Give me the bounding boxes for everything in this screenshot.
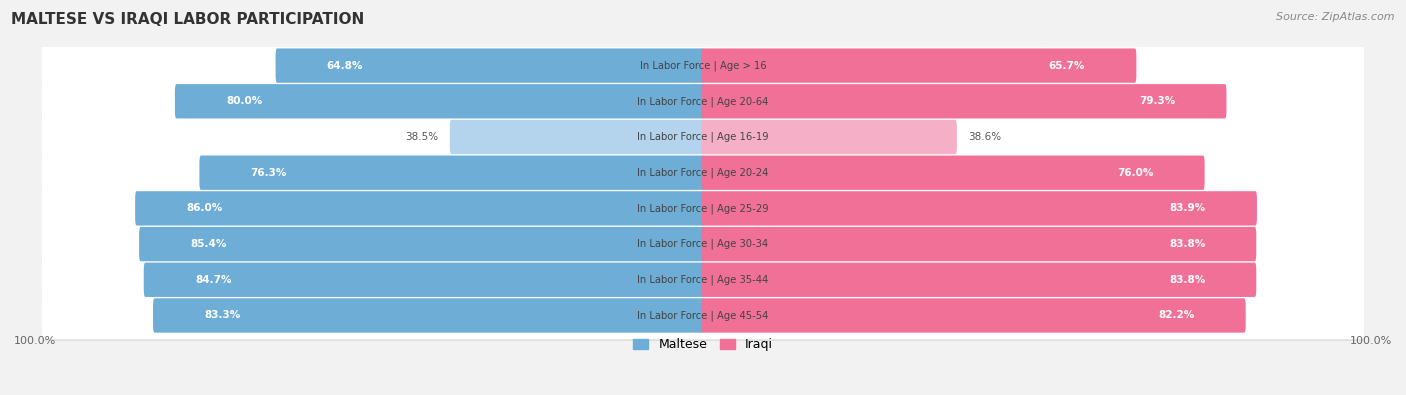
FancyBboxPatch shape bbox=[139, 227, 704, 261]
Text: In Labor Force | Age 20-64: In Labor Force | Age 20-64 bbox=[637, 96, 769, 107]
FancyBboxPatch shape bbox=[702, 191, 1257, 226]
Text: 83.3%: 83.3% bbox=[204, 310, 240, 320]
Text: In Labor Force | Age 45-54: In Labor Force | Age 45-54 bbox=[637, 310, 769, 321]
FancyBboxPatch shape bbox=[450, 120, 704, 154]
FancyBboxPatch shape bbox=[702, 120, 957, 154]
Text: In Labor Force | Age 20-24: In Labor Force | Age 20-24 bbox=[637, 167, 769, 178]
FancyBboxPatch shape bbox=[174, 84, 704, 118]
Text: 76.0%: 76.0% bbox=[1118, 168, 1153, 178]
Text: In Labor Force | Age 16-19: In Labor Force | Age 16-19 bbox=[637, 132, 769, 142]
FancyBboxPatch shape bbox=[42, 115, 1364, 163]
Text: 84.7%: 84.7% bbox=[195, 275, 232, 285]
Text: 38.5%: 38.5% bbox=[405, 132, 439, 142]
Text: 80.0%: 80.0% bbox=[226, 96, 263, 106]
FancyBboxPatch shape bbox=[42, 184, 1364, 232]
FancyBboxPatch shape bbox=[276, 49, 704, 83]
Text: 83.8%: 83.8% bbox=[1168, 275, 1205, 285]
FancyBboxPatch shape bbox=[42, 42, 1364, 89]
FancyBboxPatch shape bbox=[702, 263, 1257, 297]
FancyBboxPatch shape bbox=[42, 77, 1364, 125]
Text: 100.0%: 100.0% bbox=[1350, 336, 1392, 346]
Text: 64.8%: 64.8% bbox=[326, 60, 363, 71]
Text: 100.0%: 100.0% bbox=[14, 336, 56, 346]
Text: 83.8%: 83.8% bbox=[1168, 239, 1205, 249]
Text: 79.3%: 79.3% bbox=[1139, 96, 1175, 106]
FancyBboxPatch shape bbox=[702, 298, 1246, 333]
Text: 38.6%: 38.6% bbox=[969, 132, 1001, 142]
FancyBboxPatch shape bbox=[42, 292, 1364, 339]
FancyBboxPatch shape bbox=[42, 43, 1364, 91]
Text: 82.2%: 82.2% bbox=[1159, 310, 1195, 320]
FancyBboxPatch shape bbox=[702, 49, 1136, 83]
Text: 76.3%: 76.3% bbox=[250, 168, 287, 178]
Text: 65.7%: 65.7% bbox=[1049, 60, 1085, 71]
FancyBboxPatch shape bbox=[42, 151, 1364, 198]
FancyBboxPatch shape bbox=[702, 156, 1205, 190]
Text: In Labor Force | Age > 16: In Labor Force | Age > 16 bbox=[640, 60, 766, 71]
Text: In Labor Force | Age 25-29: In Labor Force | Age 25-29 bbox=[637, 203, 769, 214]
FancyBboxPatch shape bbox=[42, 220, 1364, 268]
FancyBboxPatch shape bbox=[153, 298, 704, 333]
FancyBboxPatch shape bbox=[42, 79, 1364, 127]
Text: 85.4%: 85.4% bbox=[190, 239, 226, 249]
Text: In Labor Force | Age 35-44: In Labor Force | Age 35-44 bbox=[637, 275, 769, 285]
FancyBboxPatch shape bbox=[42, 149, 1364, 196]
FancyBboxPatch shape bbox=[42, 222, 1364, 270]
FancyBboxPatch shape bbox=[143, 263, 704, 297]
FancyBboxPatch shape bbox=[702, 84, 1226, 118]
FancyBboxPatch shape bbox=[42, 293, 1364, 341]
FancyBboxPatch shape bbox=[42, 256, 1364, 303]
FancyBboxPatch shape bbox=[42, 186, 1364, 234]
FancyBboxPatch shape bbox=[42, 258, 1364, 305]
FancyBboxPatch shape bbox=[42, 113, 1364, 161]
FancyBboxPatch shape bbox=[702, 227, 1257, 261]
FancyBboxPatch shape bbox=[135, 191, 704, 226]
Text: 86.0%: 86.0% bbox=[186, 203, 222, 213]
Text: Source: ZipAtlas.com: Source: ZipAtlas.com bbox=[1277, 12, 1395, 22]
Text: 83.9%: 83.9% bbox=[1170, 203, 1206, 213]
Legend: Maltese, Iraqi: Maltese, Iraqi bbox=[628, 333, 778, 356]
FancyBboxPatch shape bbox=[200, 156, 704, 190]
Text: In Labor Force | Age 30-34: In Labor Force | Age 30-34 bbox=[637, 239, 769, 249]
Text: MALTESE VS IRAQI LABOR PARTICIPATION: MALTESE VS IRAQI LABOR PARTICIPATION bbox=[11, 12, 364, 27]
